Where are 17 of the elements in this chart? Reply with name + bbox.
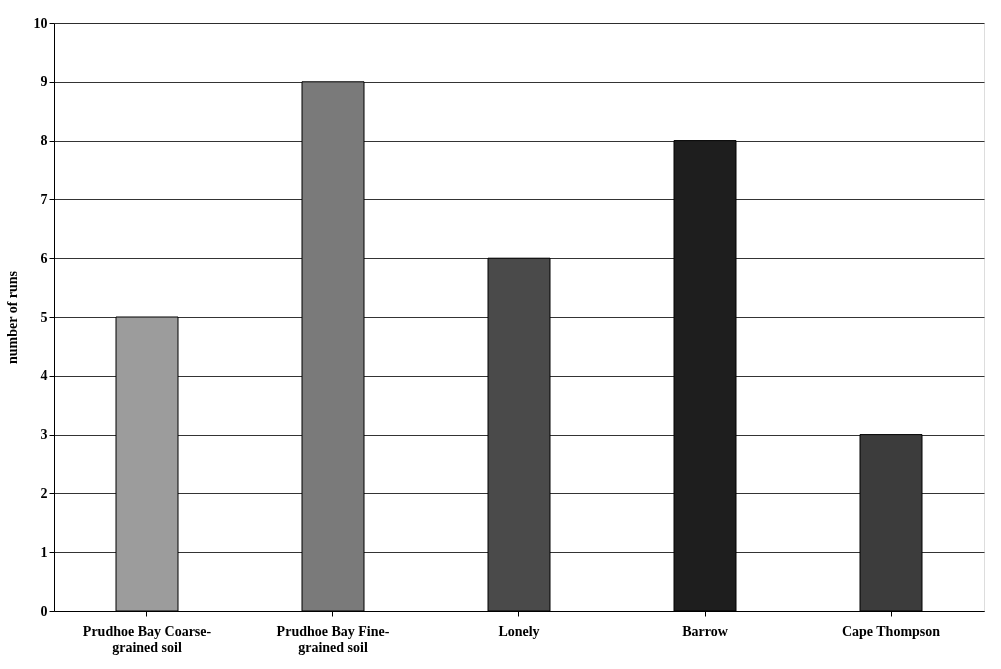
x-tick-label: Prudhoe Bay Fine-grained soil bbox=[276, 623, 390, 655]
y-tick-label: 2 bbox=[40, 485, 48, 501]
y-tick-label: 10 bbox=[33, 15, 48, 31]
x-tick-label: Prudhoe Bay Coarse-grained soil bbox=[82, 623, 212, 655]
y-tick-label: 7 bbox=[40, 191, 48, 207]
y-tick-label: 0 bbox=[40, 603, 48, 619]
y-tick-label: 3 bbox=[40, 427, 48, 443]
x-tick-label: Barrow bbox=[682, 623, 729, 639]
y-tick-label: 9 bbox=[40, 74, 48, 90]
x-tick-label: Cape Thompson bbox=[841, 623, 941, 639]
y-tick-label: 8 bbox=[40, 133, 48, 149]
y-tick-label: 6 bbox=[40, 250, 48, 266]
y-tick-label: 1 bbox=[40, 544, 48, 560]
x-tick-label: Lonely bbox=[498, 623, 540, 639]
y-tick-label: 5 bbox=[40, 309, 48, 325]
y-tick-label: 4 bbox=[40, 368, 48, 384]
y-axis-title: number of runs bbox=[4, 270, 20, 365]
